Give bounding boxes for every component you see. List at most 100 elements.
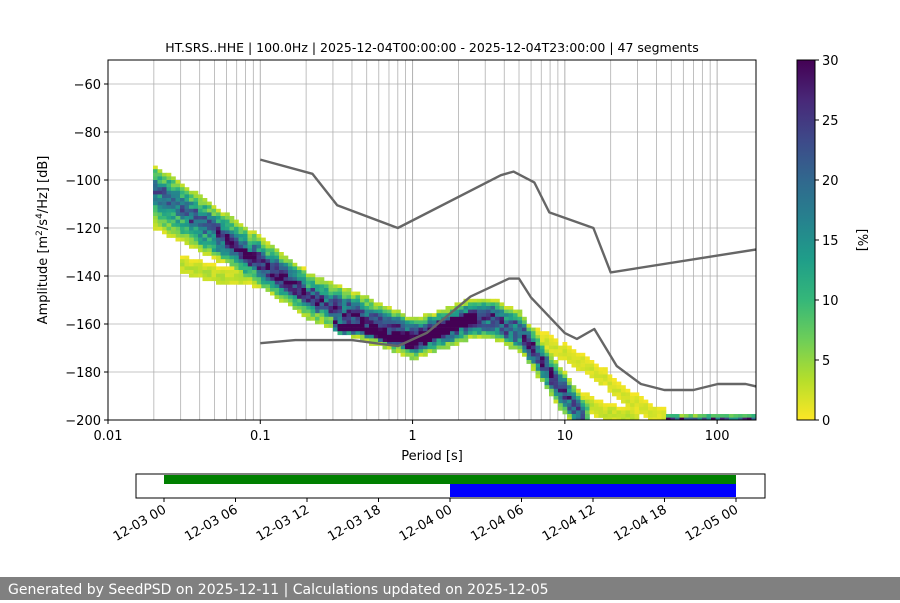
ppsd-cell	[162, 183, 167, 188]
ppsd-cell	[679, 417, 685, 420]
ppsd-cell	[189, 226, 194, 231]
ppsd-cell	[252, 244, 257, 249]
ppsd-cell	[216, 241, 221, 246]
ppsd-cell	[576, 363, 581, 368]
ppsd-cell	[153, 212, 158, 217]
ppsd-cell	[436, 316, 442, 321]
ppsd-cell	[265, 244, 271, 249]
ppsd-cell	[558, 381, 563, 386]
ppsd-cell	[486, 309, 491, 314]
ppsd-cell	[639, 399, 644, 404]
ppsd-cell	[720, 417, 725, 420]
ppsd-cell	[522, 316, 527, 321]
ppsd-cell	[391, 309, 397, 314]
ppsd-cell	[508, 324, 514, 328]
ppsd-cell	[531, 338, 536, 343]
ppsd-cell	[562, 410, 568, 415]
ppsd-cell	[279, 262, 284, 267]
colorbar-tick-label: 30	[822, 54, 839, 69]
ppsd-cell	[423, 345, 428, 350]
ppsd-cell	[211, 248, 217, 253]
ppsd-cell	[346, 331, 352, 336]
ppsd-cell	[607, 403, 613, 408]
ppsd-cell	[553, 378, 559, 382]
ppsd-cell	[274, 295, 280, 300]
ppsd-cell	[643, 414, 649, 418]
ppsd-cell	[441, 324, 446, 328]
ppsd-cell	[369, 338, 374, 343]
ppsd-cell	[189, 237, 194, 242]
ppsd-cell	[234, 230, 239, 235]
ppsd-cell	[256, 284, 262, 289]
ppsd-cell	[567, 399, 572, 404]
ppsd-cell	[252, 259, 257, 264]
ppsd-cell	[261, 252, 266, 256]
ppsd-cell	[234, 234, 239, 238]
ppsd-cell	[450, 320, 455, 325]
ppsd-cell	[378, 313, 383, 318]
ppsd-cell	[211, 266, 217, 271]
ppsd-cell	[612, 414, 617, 418]
ppsd-cell	[292, 273, 298, 278]
ppsd-cell	[549, 356, 554, 361]
ppsd-cell	[603, 410, 608, 415]
ppsd-cell	[220, 244, 226, 249]
ppsd-cell	[202, 198, 208, 202]
ppsd-cell	[157, 176, 163, 181]
ppsd-cell	[162, 198, 167, 202]
ppsd-cell	[571, 363, 577, 368]
ppsd-cell	[423, 324, 428, 328]
ppsd-cell	[468, 327, 473, 332]
ppsd-cell	[153, 194, 158, 199]
ppsd-cell	[603, 367, 608, 372]
ppsd-cell	[549, 392, 554, 397]
ppsd-cell	[562, 349, 568, 354]
ppsd-cell	[243, 262, 248, 267]
ppsd-cell	[342, 327, 347, 332]
ppsd-cell	[216, 234, 221, 238]
ppsd-cell	[202, 270, 208, 274]
ppsd-cell	[369, 327, 374, 332]
ppsd-cell	[436, 309, 442, 314]
ppsd-cell	[387, 334, 392, 339]
ppsd-cell	[198, 234, 203, 238]
ppsd-cell	[531, 342, 536, 346]
ppsd-cell	[306, 273, 311, 278]
ppsd-cell	[693, 425, 698, 429]
ppsd-cell	[247, 262, 253, 267]
ppsd-cell	[279, 298, 284, 303]
ppsd-cell	[162, 216, 167, 220]
ppsd-cell	[306, 316, 311, 321]
ppsd-cell	[567, 388, 572, 393]
ppsd-cell	[423, 316, 428, 321]
ppsd-cell	[463, 327, 469, 332]
ppsd-cell	[625, 406, 631, 411]
ppsd-cell	[418, 345, 424, 350]
ppsd-cell	[220, 216, 226, 220]
ppsd-cell	[306, 306, 311, 310]
ppsd-cell	[432, 313, 437, 318]
ppsd-cell	[598, 378, 604, 382]
ppsd-cell	[171, 216, 176, 220]
ppsd-cell	[571, 392, 577, 397]
ppsd-cell	[184, 198, 190, 202]
ppsd-cell	[598, 374, 604, 379]
ppsd-cell	[175, 234, 181, 238]
ppsd-cell	[202, 216, 208, 220]
ppsd-cell	[198, 262, 203, 267]
ppsd-cell	[315, 306, 320, 310]
ppsd-cell	[180, 262, 185, 267]
ppsd-cell	[265, 255, 271, 260]
ppsd-cell	[391, 342, 397, 346]
ppsd-cell	[576, 392, 581, 397]
ppsd-cell	[387, 331, 392, 336]
ppsd-cell	[297, 306, 302, 310]
ppsd-cell	[189, 223, 194, 228]
ppsd-cell	[351, 309, 356, 314]
ppsd-cell	[324, 298, 329, 303]
ppsd-cell	[319, 320, 325, 325]
ppsd-cell	[207, 201, 212, 206]
ppsd-cell	[261, 237, 266, 242]
ppsd-cell	[265, 280, 271, 285]
ppsd-cell	[585, 425, 590, 429]
